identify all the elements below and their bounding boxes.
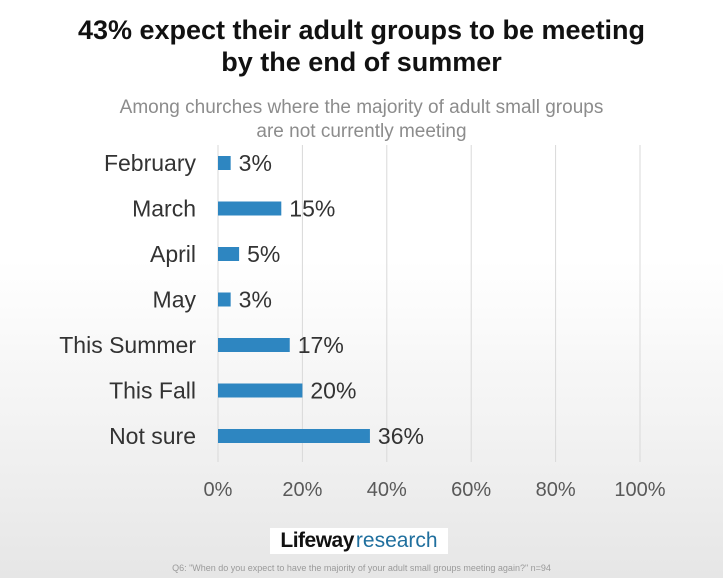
- category-label: This Summer: [59, 332, 196, 358]
- chart-subtitle-line-1: Among churches where the majority of adu…: [119, 97, 604, 118]
- category-label: May: [153, 287, 197, 313]
- category-label: March: [132, 196, 196, 222]
- lifeway-research-logo: Lifeway research: [270, 528, 448, 554]
- bar: [218, 429, 370, 443]
- logo-word: Lifeway: [280, 529, 354, 552]
- data-label: 17%: [298, 332, 344, 358]
- data-label: 3%: [239, 287, 272, 313]
- category-label: February: [104, 150, 197, 176]
- logo-suffix: research: [355, 529, 438, 552]
- x-tick-label: 100%: [614, 479, 665, 501]
- x-tick-label: 60%: [451, 479, 491, 501]
- x-tick-label: 80%: [536, 479, 576, 501]
- data-label: 36%: [378, 423, 424, 449]
- chart-title: 43% expect their adult groups to be meet…: [0, 14, 723, 78]
- bar: [218, 201, 282, 216]
- category-label: April: [150, 241, 196, 267]
- chart-title-line-1: 43% expect their adult groups to be meet…: [77, 15, 646, 45]
- x-tick-label: 20%: [282, 479, 322, 501]
- data-label: 3%: [239, 150, 272, 176]
- bar: [218, 338, 290, 352]
- chart-title-line-2: by the end of summer: [221, 47, 502, 77]
- data-label: 15%: [289, 196, 335, 222]
- bar: [218, 156, 231, 170]
- chart-subtitle-line-2: are not currently meeting: [256, 121, 467, 142]
- category-label: This Fall: [109, 378, 196, 404]
- data-label: 5%: [247, 241, 280, 267]
- bar: [218, 383, 303, 398]
- data-label: 20%: [310, 378, 356, 404]
- x-tick-label: 0%: [204, 479, 233, 501]
- bar: [218, 292, 231, 307]
- x-tick-label: 40%: [367, 479, 407, 501]
- bar: [218, 247, 240, 261]
- footnote: Q6: "When do you expect to have the majo…: [172, 563, 551, 573]
- chart-subtitle: Among churches where the majority of adu…: [0, 96, 723, 144]
- category-label: Not sure: [109, 423, 196, 449]
